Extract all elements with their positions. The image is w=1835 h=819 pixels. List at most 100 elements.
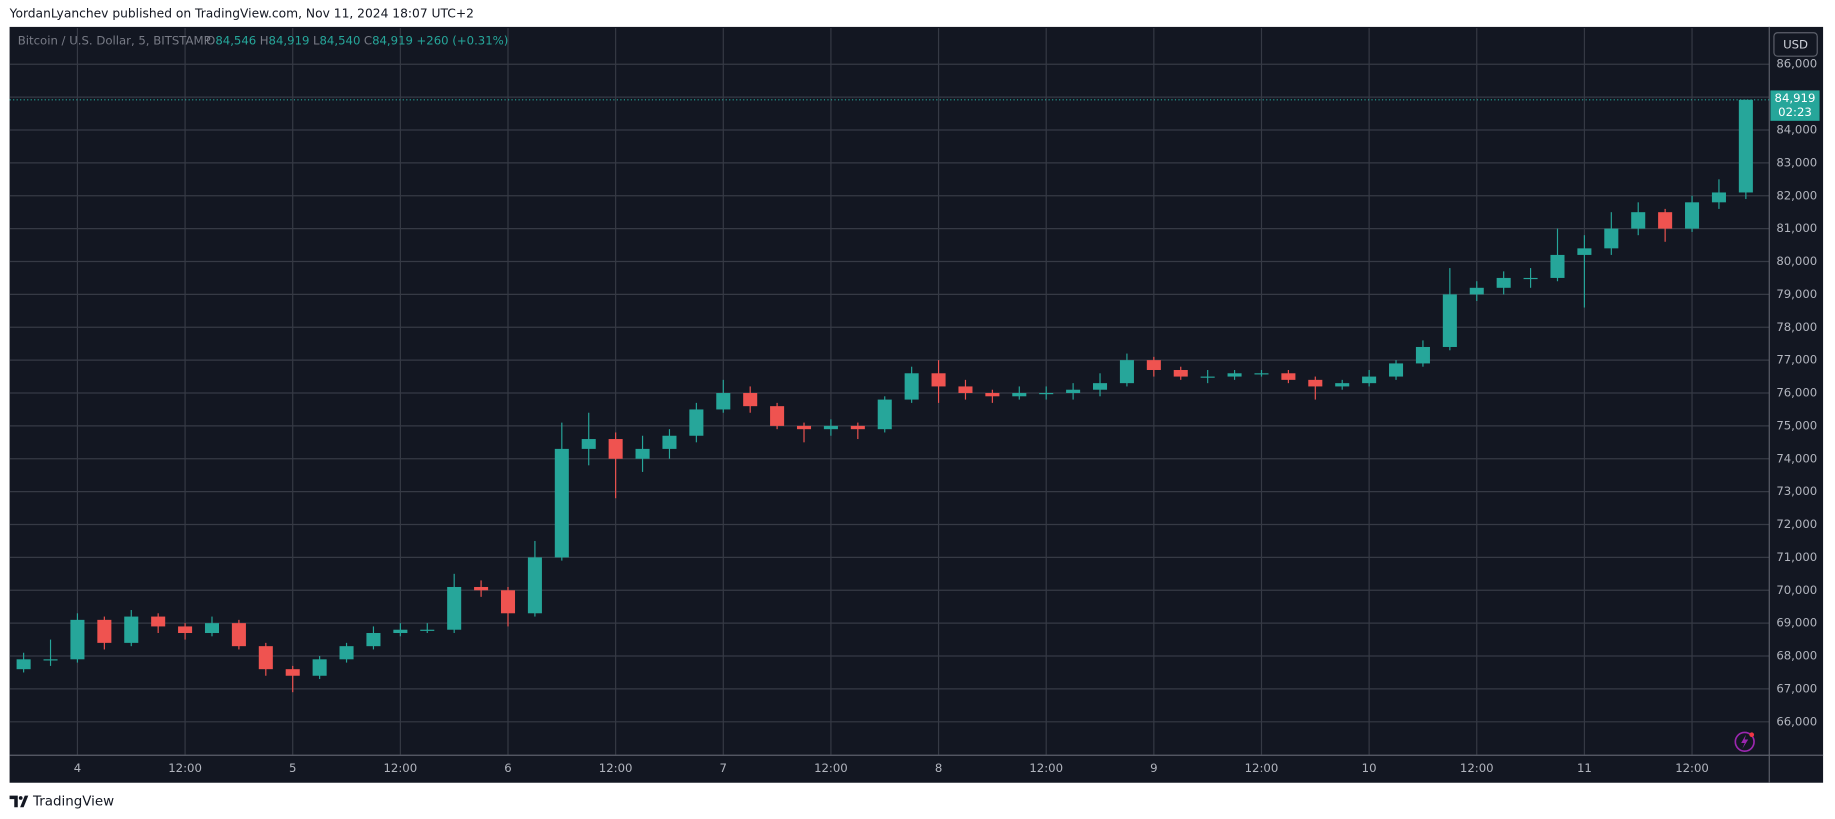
y-tick-label: 86,000 [1776,57,1817,71]
candle-body [339,646,354,660]
axis-labels: 66,000 67,000 68,000 69,000 70,000 71,000 72,0… [74,57,1820,775]
x-tick-label: 12:00 [1675,761,1709,775]
x-tick-label: 12:00 [1460,761,1494,775]
candle-body [796,425,812,430]
candle-body [1012,393,1027,397]
lightning-icon[interactable] [1734,731,1755,752]
icon-bolt[interactable] [1741,734,1749,749]
last-price-label: 84,919 [1775,91,1816,105]
x-tick-label: 11 [1577,761,1592,775]
candle-body [1738,99,1753,193]
candle-body [1550,254,1565,278]
y-tick-label: 82,000 [1776,188,1817,202]
candle-body [204,623,220,634]
logo-dot [18,796,23,800]
candle-body [500,590,516,614]
candle-body [716,393,731,410]
x-tick-label: 12:00 [384,761,418,775]
y-tick-label: 78,000 [1776,320,1817,334]
brand-name: TradingView [32,794,114,809]
candle-body [904,373,919,400]
countdown: 02:23 [1778,105,1812,119]
candle-body [97,619,112,643]
x-tick-label: 12:00 [168,761,202,775]
candle-body [1523,277,1538,280]
x-tick-label: 10 [1362,761,1377,775]
y-tick-label: 81,000 [1776,221,1817,235]
candle-body [1711,192,1726,203]
candle-body [743,393,758,407]
candle-body [312,659,327,676]
x-tick-label: 12:00 [1245,761,1279,775]
y-tick-label: 74,000 [1776,451,1817,465]
candle-body [1093,383,1108,390]
symbol-name: Bitcoin / U.S. Dollar, 5, BITSTAMP [18,33,211,47]
candle-body [1685,202,1700,229]
y-tick-label: 84,000 [1776,122,1817,136]
y-tick-label: 69,000 [1776,616,1817,630]
x-tick-label: 12:00 [1029,761,1063,775]
candle-body [1658,212,1673,229]
icon-dot[interactable] [1749,732,1755,738]
legend-change: +260 (+0.31%) [416,33,508,47]
last-price-badge [1770,90,1820,121]
legend-value: 84,919 [269,33,310,47]
y-tick-label: 80,000 [1776,254,1817,268]
y-tick-label: 70,000 [1776,583,1817,597]
x-tick-label: 4 [74,761,81,775]
candle-body [124,616,139,643]
candle-body [1362,376,1377,384]
candle-body [258,646,273,670]
candle-body [1119,360,1134,384]
icon-ring[interactable] [1734,731,1755,752]
x-tick-label: 8 [935,761,942,775]
candle-body [850,425,865,430]
legend-key: C [364,33,372,47]
candle-body [823,425,838,430]
candle-body [16,659,31,670]
candle-body [1039,393,1054,395]
candle-body [285,669,300,676]
y-tick-label: 71,000 [1776,550,1817,564]
candle-body [1496,277,1511,288]
candle-body [447,586,462,630]
legend-value: 84,540 [319,33,360,47]
candle-body [1631,212,1646,229]
y-tick-label: 73,000 [1776,484,1817,498]
candle-body [70,619,85,660]
y-tick-label: 79,000 [1776,287,1817,301]
candle-body [178,626,193,634]
candle-body [151,616,166,627]
candle-body [1066,389,1081,394]
candle-body [43,659,58,661]
y-tick-label: 66,000 [1776,714,1817,728]
candle-body [1389,363,1404,377]
candle-body [689,409,704,436]
candle-body [931,373,946,387]
candle-body [1577,248,1592,255]
x-tick-label: 5 [289,761,296,775]
candle-body [420,629,435,631]
candle-body [1254,373,1269,375]
y-tick-label: 68,000 [1776,649,1817,663]
candle-body [527,557,542,614]
candle-body [554,448,569,558]
currency-box[interactable] [1773,32,1818,57]
y-tick-label: 67,000 [1776,681,1817,695]
legend-value: 84,919 [372,33,413,47]
ohlc-legend: O 84,546 H 84,919 L 84,540 C 84,919 +260 (+0.31%… [206,33,508,47]
candle-body [662,435,677,449]
legend-key: O [206,33,215,47]
candle-body [1335,383,1350,387]
chart-background [9,26,1824,783]
legend-key: L [313,33,320,47]
candle-body [1308,379,1323,387]
publish-note: YordanLyanchev published on TradingView.… [9,7,474,21]
candle-body [877,399,892,430]
currency[interactable]: USD [1783,38,1808,52]
candle-body [474,586,489,591]
y-tick-label: 76,000 [1776,386,1817,400]
candle-body [608,439,623,459]
